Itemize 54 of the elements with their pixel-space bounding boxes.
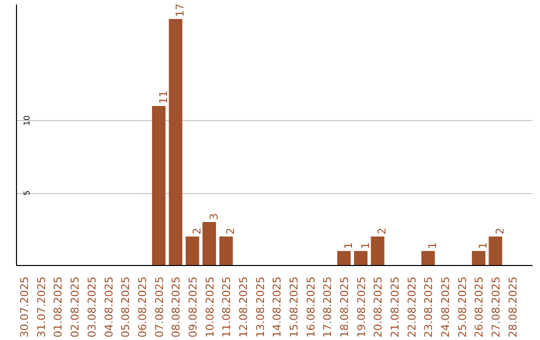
x-tick-label: 31.07.2025 (34, 276, 48, 338)
x-tick-label: 28.08.2025 (506, 276, 520, 338)
bar (370, 236, 384, 266)
y-tick-label: 10 (22, 115, 32, 126)
x-tick-label: 26.08.2025 (472, 276, 486, 338)
data-label: 1 (358, 242, 372, 249)
x-tick-label: 16.08.2025 (304, 276, 318, 338)
x-tick-label: 02.08.2025 (68, 276, 82, 338)
bar (186, 236, 200, 266)
x-tick-label: 24.08.2025 (438, 276, 452, 338)
data-label: 2 (493, 228, 506, 234)
bar (472, 251, 486, 266)
x-tick-label: 23.08.2025 (422, 276, 436, 338)
bar (152, 106, 166, 266)
x-tick-label: 11.08.2025 (220, 276, 234, 338)
x-tick-label: 07.08.2025 (152, 276, 166, 338)
x-tick-label: 10.08.2025 (203, 276, 216, 338)
x-tick-label: 18.08.2025 (338, 276, 351, 338)
x-tick-label: 30.07.2025 (18, 276, 32, 338)
x-tick-label: 06.08.2025 (136, 276, 149, 338)
data-label: 1 (342, 242, 355, 249)
x-tick-label: 12.08.2025 (236, 276, 250, 338)
bar (354, 251, 368, 266)
x-tick-label: 15.08.2025 (287, 276, 300, 338)
x-tick-label: 20.08.2025 (372, 276, 385, 338)
x-tick-label: 22.08.2025 (405, 276, 418, 338)
x-tick-label: 01.08.2025 (52, 276, 65, 338)
x-tick-label: 03.08.2025 (85, 276, 98, 338)
data-label: 2 (190, 228, 204, 234)
x-tick-label: 21.08.2025 (388, 276, 402, 338)
x-tick-label: 17.08.2025 (321, 276, 334, 338)
x-tick-label: 13.08.2025 (254, 276, 267, 338)
x-tick-label: 04.08.2025 (102, 276, 116, 338)
data-label: 1 (426, 242, 440, 249)
data-label: 11 (156, 90, 170, 104)
x-tick-label: 09.08.2025 (186, 276, 200, 338)
x-tick-label: 27.08.2025 (489, 276, 502, 338)
bar (168, 19, 182, 266)
bar (337, 251, 351, 266)
x-tick-label: 19.08.2025 (354, 276, 368, 338)
x-tick-label: 14.08.2025 (270, 276, 284, 338)
bar (421, 251, 435, 266)
data-label: 17 (174, 3, 187, 17)
data-label: 2 (224, 228, 238, 234)
data-label: 1 (476, 242, 490, 249)
bar (202, 222, 216, 266)
bar (219, 236, 233, 266)
data-label: 3 (207, 213, 220, 220)
x-tick-label: 08.08.2025 (170, 276, 183, 338)
x-tick-label: 25.08.2025 (456, 276, 469, 338)
y-tick-label: 5 (22, 190, 32, 196)
data-label: 2 (376, 228, 389, 234)
x-tick-label: 05.08.2025 (119, 276, 132, 338)
bar (488, 236, 502, 266)
